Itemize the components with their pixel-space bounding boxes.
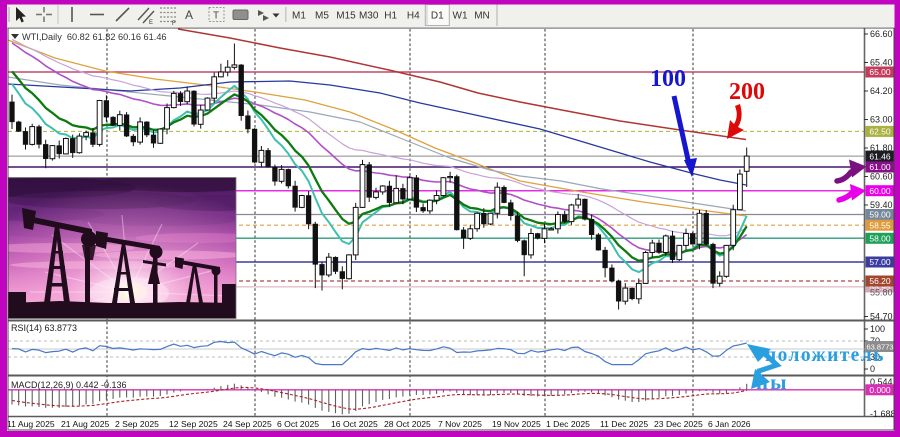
svg-text:6 Jan 2026: 6 Jan 2026	[708, 419, 751, 429]
svg-text:63.00: 63.00	[870, 115, 893, 125]
svg-text:0: 0	[870, 364, 875, 374]
svg-text:M1: M1	[292, 11, 306, 22]
svg-text:H4: H4	[407, 11, 420, 22]
svg-text:MN: MN	[474, 11, 490, 22]
svg-text:58.55: 58.55	[869, 220, 891, 230]
svg-text:55.80: 55.80	[870, 288, 893, 298]
svg-text:61.00: 61.00	[869, 162, 891, 172]
svg-text:-1.688: -1.688	[870, 409, 896, 419]
svg-text:F: F	[172, 21, 176, 27]
svg-text:24 Sep 2025: 24 Sep 2025	[223, 419, 272, 429]
svg-text:56.20: 56.20	[869, 276, 891, 286]
svg-text:1 Dec 2025: 1 Dec 2025	[546, 419, 590, 429]
svg-text:58.00: 58.00	[869, 233, 891, 243]
svg-text:RSI(14) 63.8773: RSI(14) 63.8773	[11, 323, 77, 333]
svg-text:H1: H1	[384, 11, 397, 22]
svg-text:21 Aug 2025: 21 Aug 2025	[61, 419, 109, 429]
svg-text:59.00: 59.00	[869, 210, 891, 220]
svg-text:19 Nov 2025: 19 Nov 2025	[492, 419, 541, 429]
svg-text:64.20: 64.20	[870, 86, 893, 96]
svg-text:7 Nov 2025: 7 Nov 2025	[438, 419, 482, 429]
svg-text:12 Sep 2025: 12 Sep 2025	[169, 419, 218, 429]
svg-text:65.00: 65.00	[869, 67, 891, 77]
svg-text:M5: M5	[315, 11, 329, 22]
svg-text:16 Oct 2025: 16 Oct 2025	[331, 419, 378, 429]
svg-text:61.46: 61.46	[869, 151, 891, 161]
svg-text:63.8773: 63.8773	[866, 343, 893, 352]
svg-text:положитель: положитель	[765, 345, 885, 366]
svg-text:55.95: 55.95	[869, 282, 891, 292]
svg-text:200: 200	[729, 79, 765, 105]
svg-text:A: A	[185, 8, 193, 22]
svg-text:60.60: 60.60	[870, 172, 893, 182]
svg-text:66.60: 66.60	[870, 29, 893, 39]
svg-text:30: 30	[870, 352, 880, 362]
svg-text:28 Oct 2025: 28 Oct 2025	[384, 419, 431, 429]
svg-text:0.544: 0.544	[870, 377, 893, 387]
svg-text:0.000: 0.000	[869, 385, 891, 395]
svg-text:T: T	[213, 11, 219, 22]
svg-text:2 Sep 2025: 2 Sep 2025	[115, 419, 159, 429]
svg-text:62.50: 62.50	[869, 127, 891, 137]
svg-text:MACD(12,26,9) 0.442 -0.136: MACD(12,26,9) 0.442 -0.136	[11, 380, 127, 390]
svg-text:23 Dec 2025: 23 Dec 2025	[654, 419, 703, 429]
svg-text:M15: M15	[336, 11, 356, 22]
svg-text:54.70: 54.70	[870, 312, 893, 322]
svg-text:WTI,Daily 60.82 61.82 60.16 6: WTI,Daily 60.82 61.82 60.16 61.46	[22, 32, 167, 42]
svg-text:E: E	[149, 20, 153, 26]
svg-text:100: 100	[650, 66, 686, 92]
svg-text:11 Aug 2025: 11 Aug 2025	[7, 419, 55, 429]
svg-text:59.40: 59.40	[870, 200, 893, 210]
svg-text:61.80: 61.80	[870, 143, 893, 153]
svg-text:60.00: 60.00	[869, 186, 891, 196]
svg-text:65.40: 65.40	[870, 58, 893, 68]
svg-text:57.00: 57.00	[869, 257, 891, 267]
svg-text:11 Dec 2025: 11 Dec 2025	[600, 419, 648, 429]
svg-text:100: 100	[870, 324, 885, 334]
svg-text:6 Oct 2025: 6 Oct 2025	[277, 419, 319, 429]
svg-text:W1: W1	[453, 11, 468, 22]
svg-text:D1: D1	[431, 11, 444, 22]
svg-text:M30: M30	[359, 11, 379, 22]
